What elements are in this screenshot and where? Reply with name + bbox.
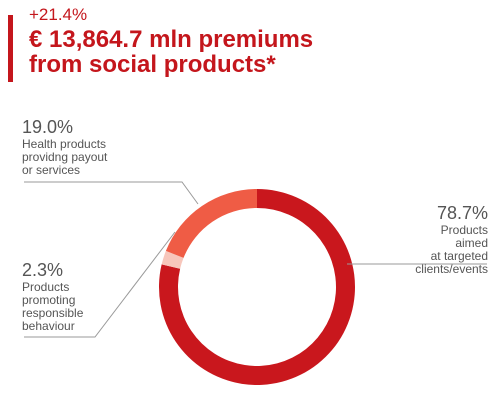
slice-desc-health: Health products providng payout or servi… [22, 137, 108, 177]
donut-slice-health [165, 189, 257, 258]
leader-line-responsible [24, 231, 176, 338]
donut-slice-responsible [161, 250, 184, 269]
headline-line-2: from social products* [29, 51, 276, 78]
slice-label-health: 19.0% [22, 117, 74, 137]
label-responsible-behaviour: 2.3% Products promoting responsible beha… [22, 260, 83, 333]
growth-figure: +21.4% [29, 5, 88, 24]
label-targeted-products: 78.7% Products aimed at targeted clients… [415, 203, 488, 276]
header-accent-bar [8, 15, 13, 82]
headline-line-1: € 13,864.7 mln premiums [29, 26, 314, 53]
leader-line-health [24, 181, 199, 205]
slice-desc-responsible: Products promoting responsible behaviour [22, 280, 84, 333]
slice-label-responsible: 2.3% [22, 260, 64, 280]
headline: € 13,864.7 mln premiums from social prod… [29, 27, 489, 77]
label-health-products: 19.0% Health products providng payout or… [22, 117, 107, 177]
slice-desc-targeted: Products aimed at targeted clients/event… [415, 223, 488, 276]
slice-label-targeted: 78.7% [436, 203, 488, 223]
